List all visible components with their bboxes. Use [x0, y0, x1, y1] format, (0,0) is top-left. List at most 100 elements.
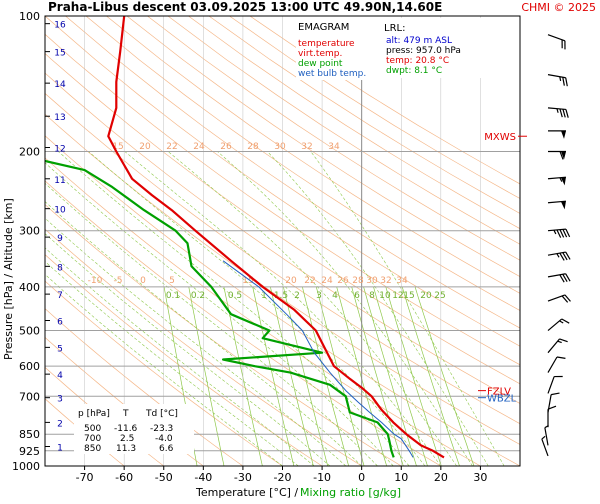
- mixing-ratio-label: 0.2: [191, 291, 205, 301]
- dry-adiabat-label: 0: [140, 276, 146, 286]
- table-row-700-p: 700: [84, 434, 101, 444]
- altitude-tick-label: 15: [54, 49, 65, 59]
- altitude-tick-label: 6: [57, 318, 63, 328]
- pressure-tick-label: 300: [19, 225, 40, 238]
- chart-title: Praha-Libus descent 03.09.2025 13:00 UTC…: [48, 0, 442, 14]
- altitude-tick-label: 14: [54, 80, 66, 90]
- altitude-tick-label: 7: [57, 291, 63, 301]
- legend-virt-temp: virt.temp.: [298, 49, 342, 59]
- pressure-tick-label: 100: [19, 10, 40, 23]
- x-tick-label: -20: [274, 471, 292, 484]
- dry-adiabat-label: 24: [321, 276, 333, 286]
- dry-adiabat-label: 32: [301, 142, 312, 152]
- pressure-tick-label: 500: [19, 325, 40, 338]
- dry-adiabat-label: -10: [88, 276, 103, 286]
- dry-adiabat-label: 30: [366, 276, 378, 286]
- pressure-tick-label: 600: [19, 360, 40, 373]
- x-tick-label: -10: [313, 471, 331, 484]
- altitude-tick-label: 8: [57, 263, 63, 273]
- dry-adiabat-label: 26: [220, 142, 232, 152]
- legend-wet-bulb: wet bulb temp.: [298, 69, 366, 79]
- pressure-tick-label: 700: [19, 390, 40, 403]
- dry-adiabat-label: 5: [169, 276, 175, 286]
- credit-label: CHMI © 2025: [521, 1, 596, 14]
- dry-adiabat-label: 28: [352, 276, 364, 286]
- x-tick-label: -60: [115, 471, 133, 484]
- dry-adiabat-label: 26: [337, 276, 349, 286]
- mixing-ratio-label: 6: [354, 291, 360, 301]
- x-tick-label: 20: [434, 471, 448, 484]
- pressure-tick-label: 1000: [12, 460, 40, 473]
- pressure-tick-label: 925: [19, 445, 40, 458]
- table-header-td: Td [°C]: [145, 409, 178, 419]
- lrl-title: LRL:: [384, 23, 405, 34]
- wbzl-label: WBZL: [487, 394, 517, 405]
- dry-adiabat-label: 20: [139, 142, 151, 152]
- table-row-700-t: 2.5: [120, 434, 134, 444]
- x-tick-label: -70: [76, 471, 94, 484]
- x-tick-label: 30: [473, 471, 487, 484]
- mixing-ratio-label: 15: [403, 291, 414, 301]
- table-row-500-td: -23.3: [150, 424, 173, 434]
- mixing-ratio-label: 0.5: [228, 291, 242, 301]
- altitude-tick-label: 10: [54, 206, 66, 216]
- lrl-press: press: 957.0 hPa: [386, 46, 461, 56]
- table-row-500-p: 500: [84, 424, 101, 434]
- x-axis-title-temp: Temperature [°C] /: [195, 486, 298, 499]
- dry-adiabat-label: 22: [166, 142, 177, 152]
- table-row-850-t: 11.3: [116, 444, 136, 454]
- lrl-temp: temp: 20.8 °C: [386, 56, 449, 66]
- altitude-tick-label: 9: [57, 234, 63, 244]
- altitude-tick-label: 5: [57, 344, 63, 354]
- dry-adiabat-label: 24: [193, 142, 205, 152]
- table-header-p: p [hPa]: [78, 409, 110, 419]
- dry-adiabat-label: -5: [114, 276, 123, 286]
- dry-adiabat-label: 22: [304, 276, 315, 286]
- altitude-tick-label: 12: [54, 145, 65, 155]
- mixing-ratio-label: 8: [369, 291, 375, 301]
- table-row-500-t: -11.6: [114, 424, 138, 434]
- lrl-dwpt: dwpt: 8.1 °C: [386, 66, 442, 76]
- pressure-tick-label: 850: [19, 428, 40, 441]
- pressure-tick-label: 400: [19, 281, 40, 294]
- mixing-ratio-label: 3: [316, 291, 322, 301]
- altitude-tick-label: 11: [54, 176, 65, 186]
- x-tick-label: -50: [155, 471, 173, 484]
- x-tick-label: -30: [234, 471, 252, 484]
- table-row-850-p: 850: [84, 444, 101, 454]
- altitude-tick-label: 13: [54, 113, 65, 123]
- altitude-tick-label: 16: [54, 21, 66, 31]
- mxws-label: MXWS: [484, 132, 516, 143]
- dry-adiabat-label: 32: [380, 276, 391, 286]
- lrl-alt: alt: 479 m ASL: [386, 36, 452, 46]
- x-tick-label: 10: [394, 471, 408, 484]
- y-axis-title: Pressure [hPa] / Altitude [km]: [2, 198, 15, 360]
- mixing-ratio-label: 2: [294, 291, 300, 301]
- table-row-700-td: -4.0: [155, 434, 173, 444]
- mixing-ratio-label: 4: [332, 291, 338, 301]
- legend-dew-point: dew point: [298, 59, 343, 69]
- legend-title: EMAGRAM: [298, 22, 349, 33]
- mixing-ratio-label: 25: [434, 291, 445, 301]
- mixing-ratio-label: 10: [379, 291, 391, 301]
- dry-adiabat-label: 34: [328, 142, 340, 152]
- altitude-tick-label: 1: [57, 443, 63, 453]
- altitude-tick-label: 4: [57, 371, 63, 381]
- dry-adiabat-label: 30: [274, 142, 286, 152]
- pressure-tick-label: 200: [19, 145, 40, 158]
- dry-adiabat-label: 28: [247, 142, 259, 152]
- dry-adiabat-label: 20: [285, 276, 297, 286]
- mixing-ratio-label: 20: [420, 291, 432, 301]
- mixing-ratio-label: 12: [392, 291, 403, 301]
- table-row-850-td: 6.6: [159, 444, 174, 454]
- dry-adiabat-label: 34: [396, 276, 408, 286]
- altitude-tick-label: 3: [57, 395, 63, 405]
- x-tick-label: 0: [358, 471, 365, 484]
- x-axis-title-mixing: Mixing ratio [g/kg]: [300, 486, 401, 499]
- mixing-ratio-label: 0.1: [166, 291, 180, 301]
- table-header-t: T: [122, 409, 129, 419]
- altitude-tick-label: 2: [57, 419, 63, 429]
- legend-temperature: temperature: [298, 39, 355, 49]
